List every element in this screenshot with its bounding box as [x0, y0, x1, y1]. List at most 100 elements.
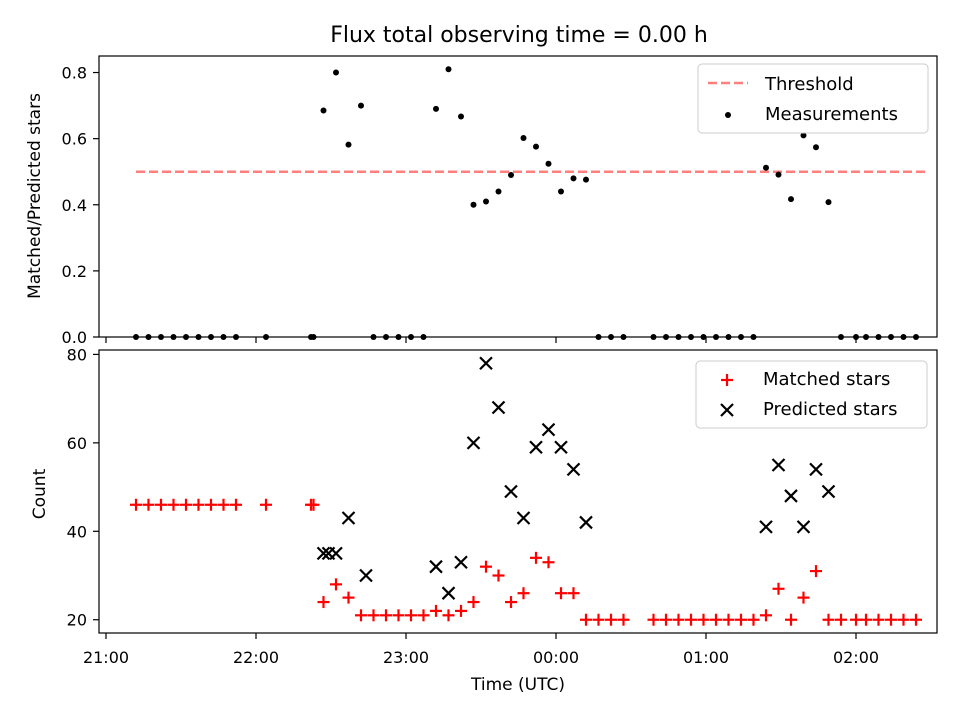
top-y-tick-label: 0.6	[62, 130, 87, 149]
bottom-axes-frame	[98, 349, 938, 634]
top-y-tick-label: 0.8	[62, 64, 87, 83]
top-y-tick-label: 0.2	[62, 262, 87, 281]
bottom-y-tick-label: 80	[67, 345, 87, 364]
bottom-y-tick-label: 40	[67, 522, 87, 541]
matched-star-point	[617, 613, 630, 626]
matched-star-point	[517, 587, 530, 600]
predicted-star-point	[809, 462, 823, 477]
matched-star-point	[307, 498, 320, 511]
legend-measurements-label: Measurements	[765, 104, 898, 125]
measurement-point	[483, 198, 489, 205]
x-tick-label: 22:00	[233, 648, 279, 667]
matched-star-point	[660, 613, 672, 626]
matched-star-point	[860, 613, 872, 626]
predicted-star-point	[429, 559, 443, 574]
matched-star-point	[467, 596, 480, 609]
predicted-star-point	[491, 400, 506, 415]
predicted-star-point	[541, 422, 556, 437]
predicted-star-point	[771, 458, 786, 472]
matched-star-point	[772, 582, 785, 595]
matched-star-point	[722, 613, 735, 626]
x-tick-label: 23:00	[383, 648, 429, 667]
matched-star-point	[205, 498, 217, 511]
bottom-x-ticks: 21:00 22:00 23:00 00:00 01:00 02:00	[83, 633, 879, 667]
predicted-star-point	[566, 462, 581, 477]
matched-star-point	[480, 560, 492, 573]
matched-star-point	[430, 604, 442, 617]
legend-measurements-swatch	[725, 112, 731, 118]
measurement-point	[788, 196, 794, 203]
top-panel: 0.00.20.40.60.8 Matched/Predicted stars …	[25, 55, 938, 347]
matched-star-point	[555, 587, 567, 600]
matched-star-point	[580, 613, 592, 626]
matched-star-point	[192, 498, 205, 511]
matched-star-point	[592, 613, 605, 626]
measurement-point	[345, 141, 352, 148]
measurement-point	[433, 105, 439, 112]
top-y-ticks: 0.0 0.2 0.4 0.6 0.8	[62, 64, 99, 347]
bottom-y-tick-label: 60	[67, 434, 87, 453]
measurement-point	[520, 134, 527, 141]
matched-star-point	[785, 613, 797, 626]
predicted-star-point	[316, 546, 331, 561]
matched-star-point	[897, 613, 910, 626]
chart-title: Flux total observing time = 0.00 h	[330, 23, 708, 48]
matched-star-point	[217, 498, 230, 511]
measurement-point	[470, 201, 477, 208]
top-legend-box	[697, 63, 929, 134]
matched-star-point	[647, 613, 660, 626]
predicted-star-point	[454, 555, 468, 570]
matched-star-point	[367, 609, 380, 622]
measurement-point	[545, 160, 552, 167]
predicted-star-point	[579, 515, 593, 530]
measurement-point	[533, 143, 539, 150]
matched-star-point	[910, 613, 922, 626]
measurement-point	[775, 171, 782, 178]
measurement-point	[583, 176, 589, 183]
predicted-star-point	[821, 484, 836, 499]
matched-star-point	[697, 613, 710, 626]
matched-star-point	[230, 498, 242, 511]
predicted-star-point	[504, 484, 518, 499]
top-y-tick-label: 0.4	[62, 196, 87, 215]
measurement-point	[825, 199, 832, 206]
measurement-point	[570, 175, 577, 182]
predicted-star-point	[479, 356, 493, 371]
matched-star-point	[710, 613, 722, 626]
bottom-legend-box	[695, 360, 928, 429]
x-tick-label: 00:00	[533, 648, 579, 667]
bottom-marks	[130, 356, 922, 626]
measurement-point	[458, 113, 464, 120]
predicted-star-point	[359, 568, 373, 583]
measurement-point	[445, 66, 452, 73]
matched-star-point	[442, 609, 455, 622]
matched-star-point	[542, 556, 555, 569]
top-y-axis-label: Matched/Predicted stars	[25, 93, 45, 299]
predicted-star-point	[466, 436, 481, 450]
bottom-y-tick-label: 20	[67, 611, 87, 630]
x-tick-label: 02:00	[833, 648, 879, 667]
measurement-point	[358, 102, 364, 109]
measurement-point	[333, 69, 339, 76]
x-tick-label: 21:00	[83, 648, 129, 667]
matched-star-point	[317, 596, 330, 609]
bottom-y-ticks: 20 40 60 80	[67, 345, 99, 630]
x-tick-label: 01:00	[683, 648, 729, 667]
legend-predicted-swatch	[720, 403, 734, 417]
legend-matched-label: Matched stars	[763, 369, 890, 390]
matched-star-point	[735, 613, 747, 626]
measurement-point	[558, 188, 564, 195]
predicted-star-point	[441, 586, 456, 600]
matched-star-point	[260, 498, 272, 511]
legend-threshold-label: Threshold	[764, 74, 854, 95]
matched-star-point	[672, 613, 685, 626]
predicted-star-point	[759, 520, 773, 534]
matched-star-point	[747, 613, 760, 626]
matched-star-point	[142, 498, 155, 511]
predicted-star-point	[529, 440, 543, 455]
predicted-star-point	[516, 511, 531, 525]
legend-matched-swatch	[721, 374, 733, 386]
matched-star-point	[810, 565, 822, 578]
bottom-y-axis-label: Count	[30, 468, 50, 519]
